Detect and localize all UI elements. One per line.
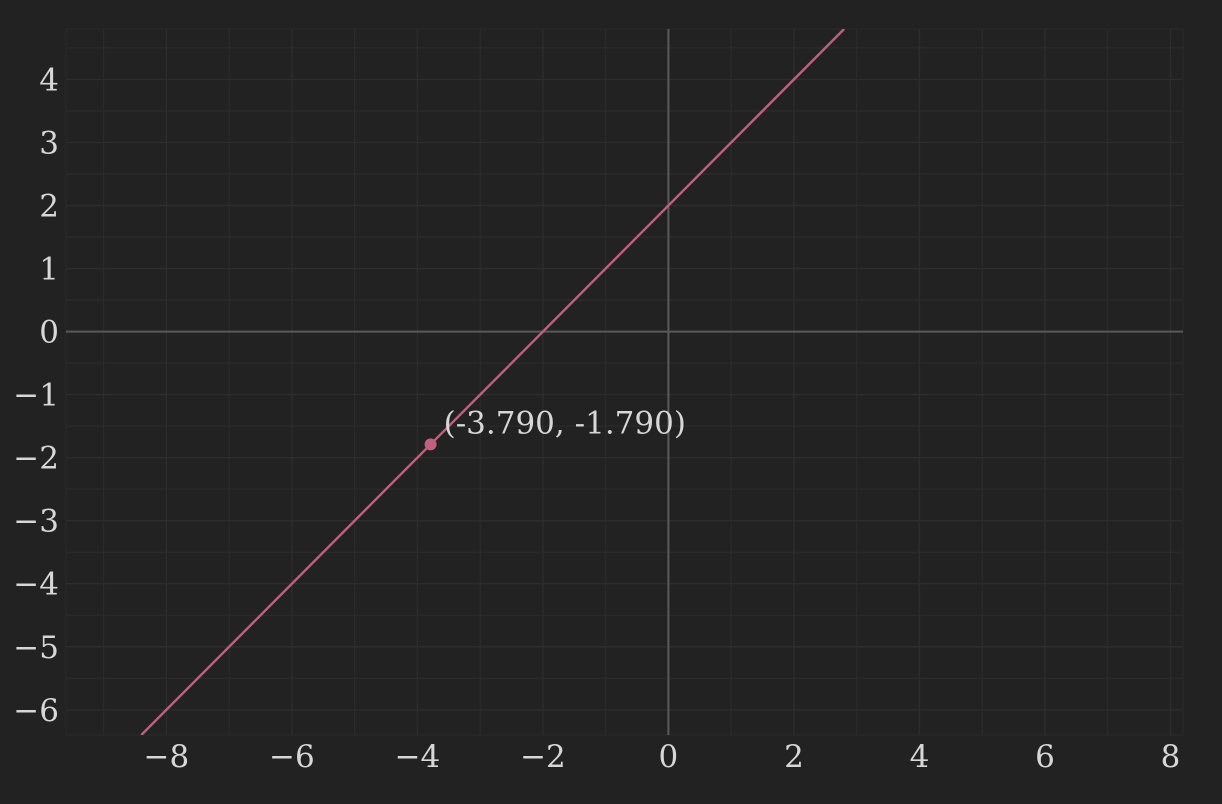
- series-layer: [140, 29, 845, 735]
- highlighted-point[interactable]: [424, 438, 437, 451]
- annotations: (-3.790, -1.790): [424, 405, 686, 451]
- x-tick-label: 6: [1035, 739, 1055, 775]
- x-tick-label: 0: [659, 739, 679, 775]
- y-tick-label: −6: [13, 693, 59, 729]
- y-tick-label: 3: [39, 125, 59, 161]
- y-tick-label: 4: [39, 62, 59, 98]
- y-tick-label: −3: [13, 504, 59, 540]
- y-tick-label: −4: [13, 567, 59, 603]
- y-tick-label: −2: [13, 441, 59, 477]
- axes: [65, 28, 1184, 736]
- point-coordinate-label: (-3.790, -1.790): [444, 405, 686, 441]
- y-tick-label: −5: [13, 630, 59, 666]
- y-tick-label: 0: [39, 315, 59, 351]
- y-tick-label: 1: [39, 252, 59, 288]
- x-tick-label: 4: [910, 739, 930, 775]
- series-line-0: [140, 29, 845, 735]
- tick-labels: −8 −6 −4 −2 0 2 4 6 8 −6 −5 −4 −3 −2 −1 0 1 2 3 4: [13, 62, 1180, 775]
- x-tick-label: −4: [395, 739, 441, 775]
- x-tick-label: −2: [520, 739, 566, 775]
- x-tick-label: −6: [269, 739, 315, 775]
- x-tick-label: 8: [1161, 739, 1181, 775]
- y-tick-label: 2: [39, 189, 59, 225]
- plot-border: [65, 28, 1184, 736]
- x-tick-label: −8: [144, 739, 190, 775]
- y-tick-label: −1: [13, 378, 59, 414]
- x-tick-label: 2: [784, 739, 804, 775]
- grid-lines: [66, 29, 1183, 735]
